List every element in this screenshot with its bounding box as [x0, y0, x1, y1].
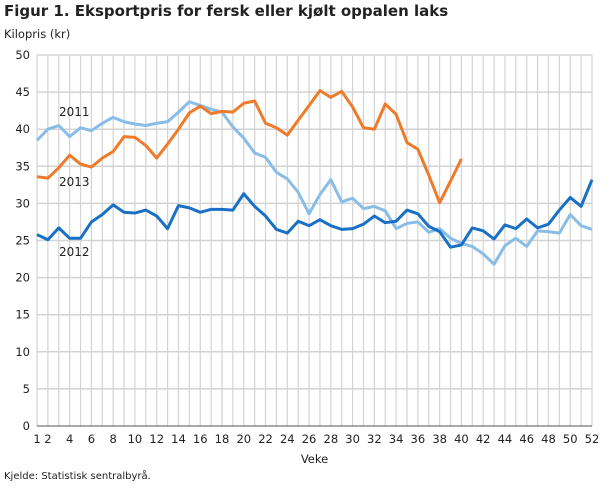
- x-tick-label: 18: [215, 432, 230, 446]
- series-line-2011: [35, 100, 593, 266]
- x-tick-label: 44: [498, 432, 513, 446]
- x-axis-label: Veke: [301, 452, 328, 466]
- y-tick-label: 40: [15, 122, 30, 136]
- y-tick-label: 25: [15, 234, 30, 248]
- series-line-2012: [36, 179, 594, 249]
- y-axis-label: Kilopris (kr): [4, 27, 71, 41]
- y-tick-label: 35: [15, 159, 30, 173]
- x-tick-label: 32: [367, 432, 382, 446]
- x-tick-label: 8: [110, 432, 117, 446]
- x-tick-label: 12: [149, 432, 164, 446]
- x-tick-label: 24: [280, 432, 295, 446]
- x-tick-label: 20: [236, 432, 251, 446]
- y-tick-label: 30: [15, 196, 30, 210]
- x-tick-label: 14: [171, 432, 186, 446]
- series-label-2011: 2011: [59, 105, 90, 119]
- y-tick-label: 0: [23, 419, 30, 433]
- x-tick-label: 16: [193, 432, 208, 446]
- series-label-2012: 2012: [59, 245, 90, 259]
- x-tick-label: 6: [88, 432, 95, 446]
- y-tick-label: 50: [15, 48, 30, 62]
- y-tick-label: 20: [15, 271, 30, 285]
- y-tick-label: 10: [15, 345, 30, 359]
- x-tick-label: 2: [44, 432, 51, 446]
- x-tick-label: 52: [585, 432, 600, 446]
- source-note: Kjelde: Statistisk sentralbyrå.: [4, 471, 151, 482]
- x-tick-label: 22: [258, 432, 273, 446]
- x-tick-label: 48: [541, 432, 556, 446]
- x-tick-label: 34: [389, 432, 404, 446]
- x-tick-label: 46: [519, 432, 534, 446]
- chart-title: Figur 1. Eksportpris for fersk eller kjø…: [4, 2, 449, 20]
- x-tick-label: 10: [128, 432, 143, 446]
- series-line-2013: [36, 89, 463, 205]
- x-tick-label: 26: [302, 432, 317, 446]
- series-label-2013: 2013: [59, 175, 90, 189]
- x-tick-label: 50: [563, 432, 578, 446]
- x-tick-label: 1: [33, 432, 40, 446]
- x-tick-label: 38: [432, 432, 447, 446]
- x-tick-label: 42: [476, 432, 491, 446]
- x-tick-label: 4: [66, 432, 73, 446]
- y-tick-label: 15: [15, 308, 30, 322]
- x-tick-label: 40: [454, 432, 469, 446]
- x-tick-label: 36: [411, 432, 426, 446]
- y-tick-label: 5: [23, 382, 30, 396]
- x-tick-label: 28: [324, 432, 339, 446]
- y-tick-label: 45: [15, 85, 30, 99]
- x-tick-label: 30: [345, 432, 360, 446]
